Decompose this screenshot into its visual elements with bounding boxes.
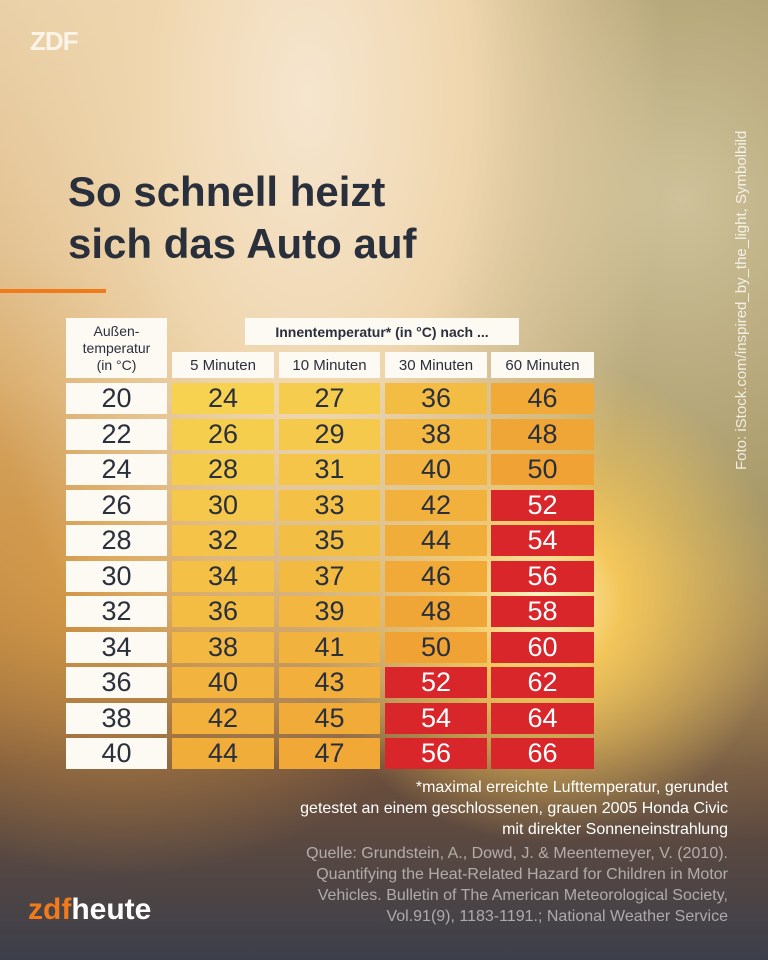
inside-temp-cell: 46	[385, 560, 487, 592]
inside-temp-cell: 60	[491, 631, 594, 663]
inside-temp-cell: 35	[279, 525, 380, 556]
inside-temp-cell: 32	[172, 525, 274, 556]
accent-rule	[0, 289, 106, 293]
inside-temp-cell: 44	[172, 738, 274, 769]
source: Quelle: Grundstein, A., Dowd, J. & Meent…	[306, 843, 728, 927]
column-group-header: Innentemperatur* (in °C) nach ...	[245, 318, 519, 345]
inside-temp-cell: 64	[491, 702, 594, 734]
footnote: mit direkter Sonneneinstrahlung	[502, 821, 728, 838]
inside-temp-cell: 41	[279, 631, 380, 663]
outside-temp-cell: 36	[66, 667, 167, 698]
inside-temp-cell: 54	[491, 525, 594, 556]
inside-temp-cell: 28	[172, 454, 274, 485]
outside-temp-cell: 30	[66, 560, 167, 592]
outside-temp-cell: 32	[66, 596, 167, 627]
inside-temp-cell: 56	[385, 738, 487, 769]
row-header: Außen-temperatur (in °C)	[66, 318, 167, 378]
inside-temp-cell: 33	[279, 489, 380, 521]
outside-temp-cell: 22	[66, 418, 167, 450]
inside-temp-cell: 26	[172, 418, 274, 450]
zdf-logo: ZDF	[30, 26, 79, 56]
title-line: sich das Auto auf	[68, 220, 417, 267]
outside-temp-cell: 38	[66, 702, 167, 734]
row-header-line: Außen-	[93, 322, 140, 339]
footnotes: *maximal erreichte Lufttemperatur, gerun…	[300, 777, 728, 840]
logo-part: heute	[71, 893, 152, 926]
inside-temp-cell: 38	[385, 418, 487, 450]
inside-temp-cell: 52	[385, 667, 487, 698]
inside-temp-cell: 42	[172, 702, 274, 734]
page-title: So schnell heizt sich das Auto auf	[68, 166, 417, 270]
column-header: 60 Minuten	[491, 352, 594, 378]
inside-temp-cell: 31	[279, 454, 380, 485]
inside-temp-cell: 62	[491, 667, 594, 698]
inside-temp-cell: 24	[172, 383, 274, 414]
inside-temp-cell: 38	[172, 631, 274, 663]
inside-temp-cell: 46	[491, 383, 594, 414]
inside-temp-cell: 48	[385, 596, 487, 627]
zdfheute-logo: zdfheute	[28, 893, 151, 927]
outside-temp-cell: 34	[66, 631, 167, 663]
inside-temp-cell: 44	[385, 525, 487, 556]
column-header: 5 Minuten	[172, 352, 274, 378]
inside-temp-cell: 52	[491, 489, 594, 521]
outside-temp-cell: 24	[66, 454, 167, 485]
inside-temp-cell: 47	[279, 738, 380, 769]
inside-temp-cell: 36	[172, 596, 274, 627]
source-line: Vol.91(9), 1183-1191.; National Weather …	[386, 908, 728, 925]
footnote: *maximal erreichte Lufttemperatur, gerun…	[415, 779, 728, 796]
outside-temp-cell: 20	[66, 383, 167, 414]
inside-temp-cell: 30	[172, 489, 274, 521]
photo-credit: Foto: iStock.com/inspired_by_the_light, …	[733, 130, 750, 470]
row-header-line: temperatur	[82, 339, 151, 356]
inside-temp-cell: 27	[279, 383, 380, 414]
inside-temp-cell: 40	[172, 667, 274, 698]
inside-temp-cell: 36	[385, 383, 487, 414]
inside-temp-cell: 39	[279, 596, 380, 627]
title-line: So schnell heizt	[68, 168, 386, 215]
column-header: 10 Minuten	[279, 352, 380, 378]
source-line: Quelle: Grundstein, A., Dowd, J. & Meent…	[306, 845, 728, 862]
source-line: Vehicles. Bulletin of The American Meteo…	[317, 887, 728, 904]
inside-temp-cell: 56	[491, 560, 594, 592]
inside-temp-cell: 48	[491, 418, 594, 450]
inside-temp-cell: 54	[385, 702, 487, 734]
outside-temp-cell: 40	[66, 738, 167, 769]
outside-temp-cell: 28	[66, 525, 167, 556]
inside-temp-cell: 45	[279, 702, 380, 734]
inside-temp-cell: 34	[172, 560, 274, 592]
column-header: 30 Minuten	[385, 352, 487, 378]
inside-temp-cell: 37	[279, 560, 380, 592]
inside-temp-cell: 40	[385, 454, 487, 485]
footnote: getestet an einem geschlossenen, grauen …	[300, 800, 728, 817]
inside-temp-cell: 42	[385, 489, 487, 521]
inside-temp-cell: 43	[279, 667, 380, 698]
outside-temp-cell: 26	[66, 489, 167, 521]
inside-temp-cell: 50	[385, 631, 487, 663]
source-line: Quantifying the Heat-Related Hazard for …	[316, 866, 728, 883]
logo-part: zdf	[28, 893, 72, 926]
inside-temp-cell: 29	[279, 418, 380, 450]
row-header-line: (in °C)	[96, 356, 137, 373]
inside-temp-cell: 66	[491, 738, 594, 769]
inside-temp-cell: 50	[491, 454, 594, 485]
inside-temp-cell: 58	[491, 596, 594, 627]
